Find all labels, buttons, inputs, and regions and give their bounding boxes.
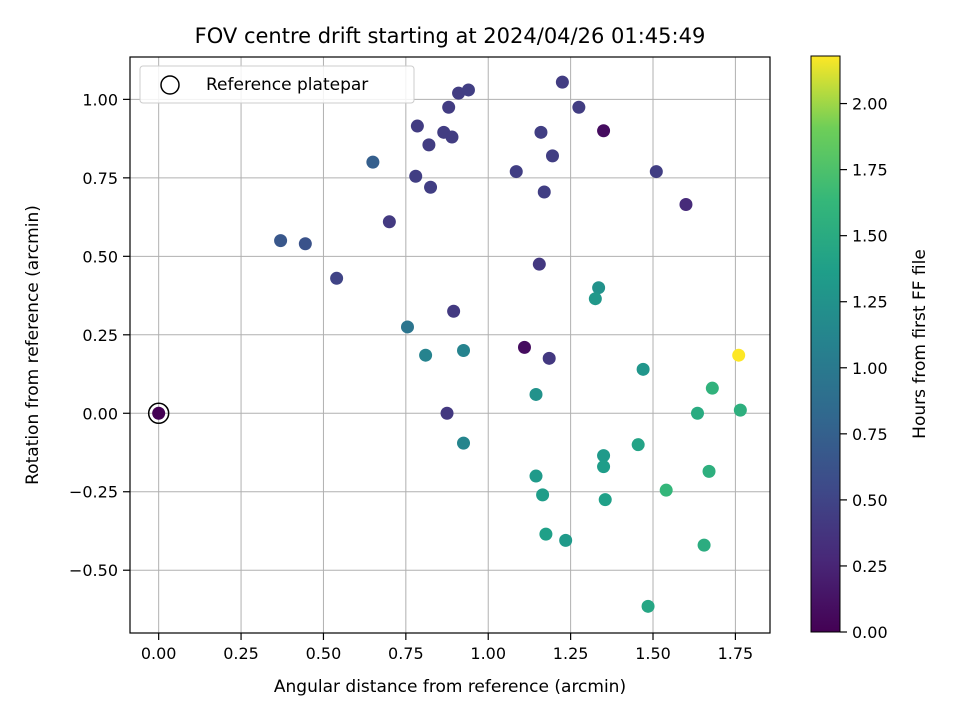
legend-box — [139, 65, 415, 104]
data-point — [597, 124, 611, 138]
x-axis-label: Angular distance from reference (arcmin) — [274, 677, 626, 697]
data-point — [529, 469, 543, 483]
data-point — [382, 215, 396, 229]
data-point — [534, 125, 548, 139]
data-point — [457, 343, 471, 357]
data-point — [545, 149, 559, 163]
colorbar-tick-label: 1.25 — [852, 293, 888, 312]
x-tick-label: 1.50 — [635, 644, 671, 663]
reference-marker-ring — [147, 402, 170, 425]
y-axis-ticks: −0.50 −0.25 0.00 0.25 0.50 0.75 1.00 — [69, 90, 130, 580]
data-point — [410, 119, 424, 133]
data-points — [147, 75, 747, 613]
data-point — [509, 165, 523, 179]
x-tick-label: 1.25 — [553, 644, 589, 663]
data-point — [442, 100, 456, 114]
data-point — [536, 488, 550, 502]
x-tick-label: 0.00 — [141, 644, 177, 663]
legend: Reference platepar — [139, 65, 415, 104]
colorbar-tick-label: 0.50 — [852, 491, 888, 510]
colorbar: 0.00 0.25 0.50 0.75 1.00 1.25 1.50 1.75 2.00 Hou… — [810, 55, 930, 642]
data-point — [400, 320, 414, 334]
data-point — [690, 406, 704, 420]
data-point — [440, 406, 454, 420]
data-point — [598, 493, 612, 507]
data-point — [422, 138, 436, 152]
legend-reference-marker — [160, 75, 180, 95]
x-tick-label: 0.75 — [388, 644, 424, 663]
y-tick-label: 0.25 — [82, 326, 118, 345]
data-point — [409, 169, 423, 183]
data-point — [641, 599, 655, 613]
data-point — [419, 348, 433, 362]
data-point — [452, 86, 466, 100]
reference-data-point — [152, 406, 166, 420]
data-point — [597, 460, 611, 474]
data-point — [659, 483, 673, 497]
data-point — [539, 527, 553, 541]
data-point — [274, 234, 288, 248]
x-tick-label: 1.75 — [718, 644, 754, 663]
x-axis-ticks: 0.00 0.25 0.50 0.75 1.00 1.25 1.50 1.75 — [141, 633, 753, 663]
chart-title: FOV centre drift starting at 2024/04/26 … — [195, 24, 706, 48]
data-point — [529, 387, 543, 401]
y-tick-label: 0.00 — [82, 404, 118, 423]
data-point — [649, 165, 663, 179]
data-point — [461, 83, 475, 97]
x-tick-label: 0.50 — [306, 644, 342, 663]
data-point — [542, 351, 556, 365]
data-point — [330, 271, 344, 285]
y-tick-label: 1.00 — [82, 90, 118, 109]
data-point — [366, 155, 380, 169]
data-point — [732, 348, 746, 362]
y-tick-label: 0.75 — [82, 169, 118, 188]
legend-label: Reference platepar — [206, 75, 368, 95]
data-point — [588, 292, 602, 306]
data-point — [517, 340, 531, 354]
data-point — [457, 436, 471, 450]
data-point — [697, 538, 711, 552]
data-point — [592, 281, 606, 295]
y-axis-label: Rotation from reference (arcmin) — [23, 205, 43, 485]
y-tick-label: 0.50 — [82, 247, 118, 266]
data-point — [679, 198, 693, 212]
data-point — [532, 257, 546, 271]
colorbar-tick-label: 2.00 — [852, 95, 888, 114]
y-tick-label: −0.25 — [69, 483, 118, 502]
colorbar-tick-label: 1.75 — [852, 161, 888, 180]
data-point — [424, 180, 438, 194]
colorbar-tick-label: 1.50 — [852, 227, 888, 246]
data-point — [555, 75, 569, 89]
colorbar-gradient — [810, 55, 841, 633]
colorbar-tick-label: 0.25 — [852, 557, 888, 576]
grid — [130, 57, 770, 633]
data-point — [572, 100, 586, 114]
plot-frame — [129, 56, 771, 634]
colorbar-ticks: 0.00 0.25 0.50 0.75 1.00 1.25 1.50 1.75 2.00 — [840, 95, 888, 642]
data-point — [702, 464, 716, 478]
colorbar-label: Hours from first FF file — [910, 249, 930, 439]
data-point — [445, 130, 459, 144]
data-point — [631, 438, 645, 452]
data-point — [447, 304, 461, 318]
data-point — [636, 362, 650, 376]
x-tick-label: 1.00 — [470, 644, 506, 663]
data-point — [559, 533, 573, 547]
data-point — [597, 449, 611, 463]
data-point — [298, 237, 312, 251]
data-point — [705, 381, 719, 395]
colorbar-tick-label: 0.75 — [852, 425, 888, 444]
data-point — [537, 185, 551, 199]
data-point — [733, 403, 747, 417]
y-tick-label: −0.50 — [69, 561, 118, 580]
x-tick-label: 0.25 — [223, 644, 259, 663]
colorbar-tick-label: 0.00 — [852, 623, 888, 642]
colorbar-tick-label: 1.00 — [852, 359, 888, 378]
